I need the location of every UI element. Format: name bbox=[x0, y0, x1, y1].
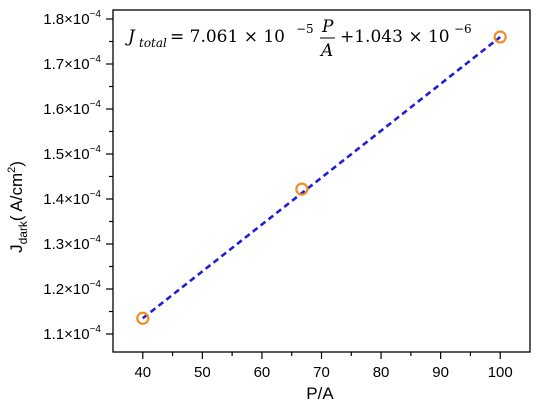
equation-term-2-exponent: −6 bbox=[454, 22, 472, 36]
equation-term-1: = 7.061 × 10 bbox=[170, 27, 285, 47]
y-tick-label: 1.1×10−4 bbox=[43, 324, 101, 343]
y-axis-title: Jdark( A/cm2) bbox=[6, 161, 30, 253]
equation-lhs: J bbox=[125, 27, 136, 47]
data-point bbox=[493, 30, 507, 44]
equation-fraction-numerator: P bbox=[321, 17, 334, 37]
equation-term-1-exponent: −5 bbox=[296, 22, 314, 36]
plot-area bbox=[136, 30, 507, 325]
y-axis-title-unit-exponent: 2 bbox=[6, 167, 18, 173]
x-tick-label: 60 bbox=[254, 364, 271, 381]
axes: 40 50 60 70 80 90 100 1.1×10−4 1.2×10−4 1.3×10−4 1… bbox=[43, 9, 531, 381]
equation-term-2: +1.043 × 10 bbox=[340, 27, 450, 47]
x-tick-label: 50 bbox=[194, 364, 211, 381]
x-tick-label: 40 bbox=[134, 364, 151, 381]
y-tick-label: 1.8×10−4 bbox=[43, 9, 101, 28]
x-axis-title: P/A bbox=[306, 384, 334, 403]
y-axis-title-unit: ( A/cm bbox=[7, 173, 26, 221]
fit-line bbox=[141, 35, 502, 320]
data-point bbox=[136, 311, 150, 325]
y-axis-title-main: J bbox=[7, 244, 26, 253]
equation-lhs-subscript: total bbox=[139, 36, 167, 50]
y-tick-label: 1.2×10−4 bbox=[43, 279, 101, 298]
y-tick-label: 1.5×10−4 bbox=[43, 144, 101, 163]
svg-text:Jdark( A/cm2): Jdark( A/cm2) bbox=[6, 161, 30, 253]
y-tick-label: 1.4×10−4 bbox=[43, 189, 101, 208]
y-tick-label: 1.7×10−4 bbox=[43, 54, 101, 73]
equation-fraction-denominator: A bbox=[319, 41, 333, 61]
y-tick-label: 1.3×10−4 bbox=[43, 234, 101, 253]
y-axis-title-close: ) bbox=[7, 161, 26, 167]
data-point bbox=[295, 182, 309, 196]
y-tick-label: 1.6×10−4 bbox=[43, 99, 101, 118]
x-tick-label: 100 bbox=[488, 364, 513, 381]
y-axis-title-subscript: dark bbox=[16, 220, 30, 244]
x-tick-label: 80 bbox=[373, 364, 390, 381]
x-tick-label: 90 bbox=[432, 364, 449, 381]
fit-equation: J total = 7.061 × 10 −5 P A +1.043 × 10 … bbox=[125, 17, 472, 61]
x-tick-label: 70 bbox=[313, 364, 330, 381]
